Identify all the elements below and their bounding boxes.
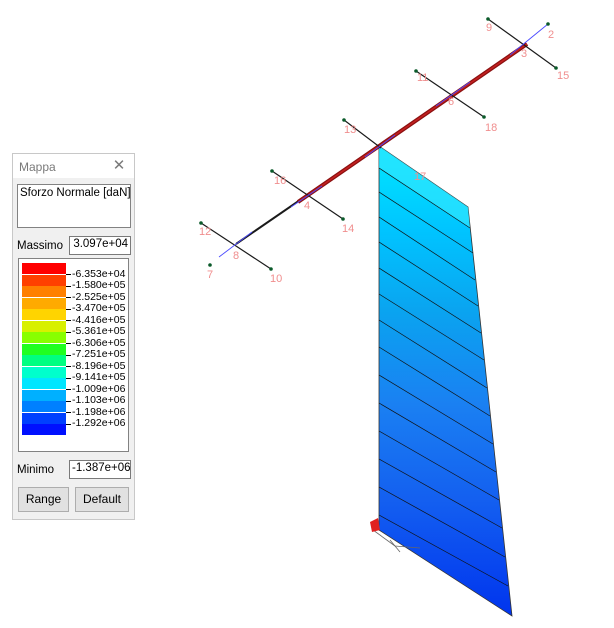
wall-top-band [379,146,470,228]
node-label: 9 [486,22,492,34]
scale-label: -8.196e+05 [72,359,126,372]
scale-swatch [22,401,66,412]
scale-label: -1.580e+05 [72,279,126,291]
scale-swatch [22,309,66,320]
scale-tick [66,354,71,356]
scale-tick [66,320,71,321]
cross-members [200,18,557,270]
local-axes [218,23,549,258]
scale-swatch [22,389,66,401]
scale-swatch [22,320,66,332]
window-title: Mappa [19,160,56,174]
scale-label: -1.009e+06 [72,382,126,395]
scale-tick [66,377,71,379]
scale-swatch [22,355,66,366]
scale-swatch [22,297,66,309]
node-label: 11 [417,72,428,84]
scale-swatch [22,412,66,424]
scale-swatch [22,286,66,297]
node-label: 15 [557,70,569,82]
scale-tick [66,389,71,390]
scale-label: -6.306e+05 [72,336,126,349]
node-label: 8 [233,250,239,262]
scale-swatch [22,343,66,355]
default-button[interactable]: Default [75,487,129,512]
node-label: 6 [448,96,454,108]
node-labels: 9 2 3 15 11 6 18 13 16 17 4 14 12 8 7 10 [199,22,569,285]
scale-label: -1.292e+06 [72,417,126,429]
scale-swatch [22,274,66,286]
color-map-window[interactable]: Mappa ✕ Sforzo Normale [daN] Massimo 3.0… [12,153,135,520]
scale-label: -5.361e+05 [72,325,126,337]
scale-tick [66,297,71,298]
scale-tick [66,423,71,425]
node-label: 12 [199,226,211,238]
scale-label: -7.251e+05 [72,348,126,360]
node-label: 2 [548,29,554,41]
wall-mesh-lines [378,167,509,587]
scale-label: -9.141e+05 [72,371,126,383]
main-beam [235,42,529,245]
color-scale: -6.353e+04 -1.580e+05 -2.525e+05 -3.470e+05… [18,258,129,452]
base-support [372,529,421,553]
scale-label: -3.470e+05 [72,302,126,314]
scale-label: -1.103e+06 [72,394,126,406]
node-markers [199,17,558,271]
scale-label: -1.198e+06 [72,405,126,418]
scale-label: -6.353e+04 [72,267,126,280]
min-label: Minimo [17,464,55,476]
close-icon[interactable]: ✕ [112,157,126,174]
node-label: 17 [414,171,426,183]
node-label: 14 [342,223,354,235]
range-button[interactable]: Range [18,487,69,512]
node-label: 13 [344,124,356,136]
scale-tick [66,366,71,367]
node-label: 4 [304,200,310,212]
scale-swatch [22,424,66,435]
scale-tick [66,400,71,402]
scale-tick [66,274,71,275]
wall-panel [378,145,513,617]
scale-swatch [22,263,66,274]
quantity-field[interactable]: Sforzo Normale [daN] [17,184,131,228]
node-label: 16 [274,175,286,187]
scale-tick [66,343,71,344]
node-label: 7 [207,269,213,281]
min-value-field[interactable]: -1.387e+06 [69,460,131,479]
scale-swatch [22,332,66,343]
scale-label: -4.416e+05 [72,313,126,326]
scale-tick [66,331,71,333]
scale-label: -2.525e+05 [72,290,126,303]
scale-swatch [22,378,66,389]
scale-swatch [22,366,66,378]
scale-tick [66,285,71,287]
base-support-marker [370,518,380,532]
node-label: 18 [485,122,497,134]
node-label: 3 [521,48,527,60]
window-titlebar[interactable]: Mappa ✕ [13,154,134,178]
scale-tick [66,412,71,413]
scale-tick [66,308,71,310]
node-label: 10 [270,273,282,285]
max-label: Massimo [17,240,64,252]
max-value-field[interactable]: 3.097e+04 [69,236,131,255]
